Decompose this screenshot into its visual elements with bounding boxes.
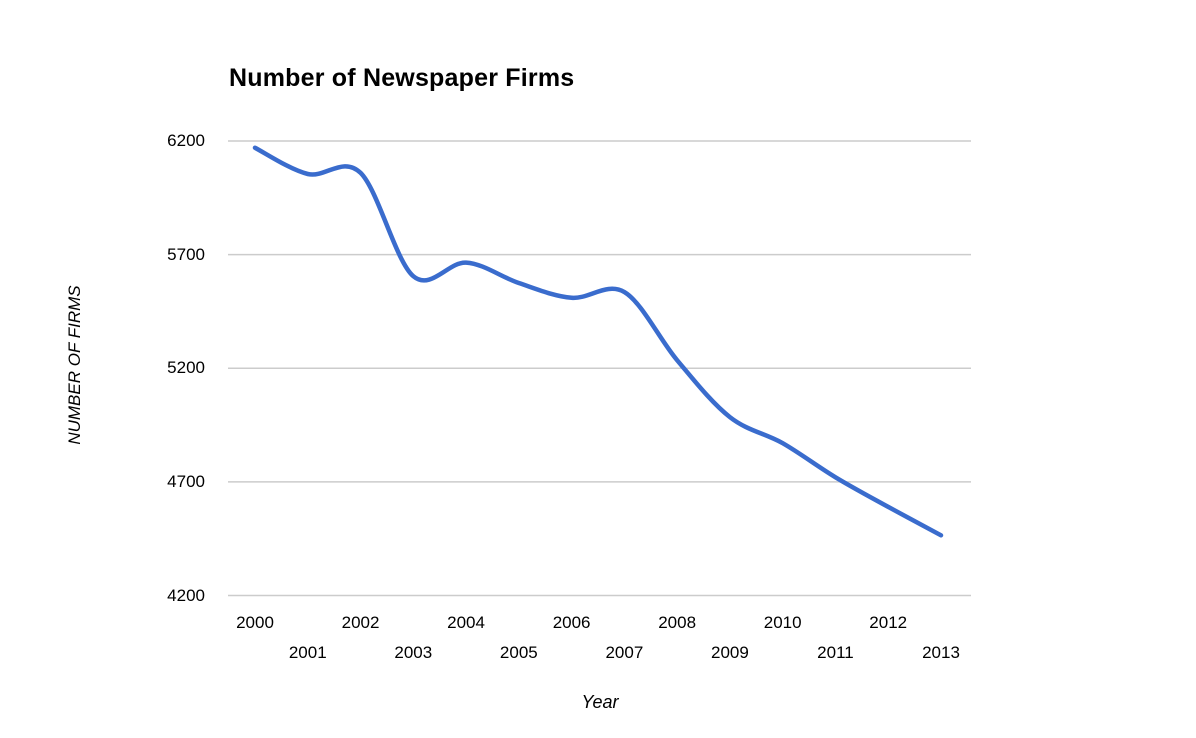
- x-tick-label: 2000: [236, 613, 274, 632]
- x-tick-label: 2004: [447, 613, 485, 632]
- x-tick-label: 2002: [341, 613, 380, 632]
- y-tick-label: 5200: [167, 358, 205, 378]
- x-tick-label: 2011: [817, 643, 854, 662]
- x-tick-label: 2006: [552, 613, 591, 632]
- x-tick-label: 2007: [605, 643, 644, 662]
- x-tick-label: 2009: [711, 643, 749, 662]
- chart-title: Number of Newspaper Firms: [229, 64, 575, 92]
- y-tick-label: 4700: [167, 471, 205, 491]
- x-tick-label: 2010: [763, 613, 802, 632]
- x-tick-label: 2001: [288, 643, 327, 662]
- y-tick-label: 4200: [167, 585, 205, 605]
- y-tick-label: 6200: [167, 131, 205, 150]
- y-tick-label: 5700: [167, 244, 205, 264]
- x-axis-title: Year: [581, 692, 619, 712]
- x-tick-label: 2012: [869, 613, 908, 632]
- x-tick-label: 2008: [658, 613, 697, 632]
- x-tick-label: 2003: [394, 643, 433, 662]
- x-tick-label: 2005: [499, 643, 538, 662]
- x-tick-label: 2013: [922, 643, 960, 662]
- series-line: [252, 145, 944, 538]
